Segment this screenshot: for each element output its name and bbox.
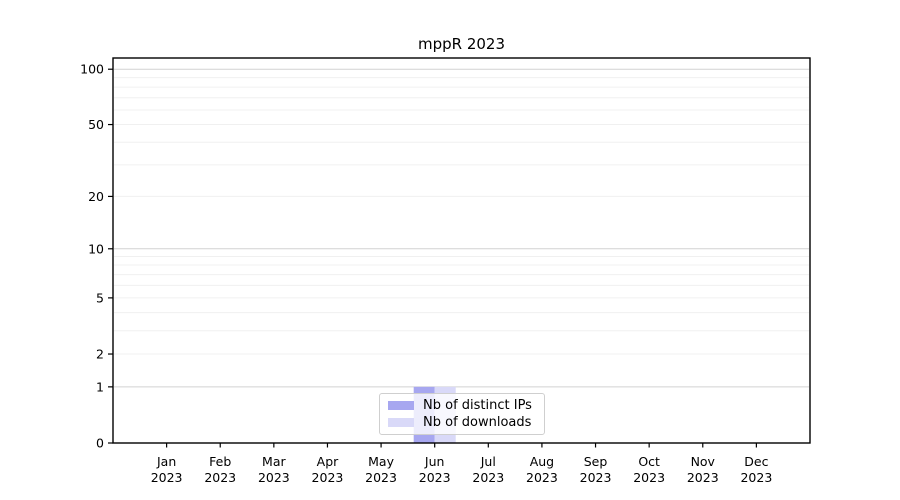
x-tick-year-jun-2023: 2023 (419, 470, 451, 485)
x-tick-label-sep-2023: Sep (584, 454, 608, 469)
x-tick-label-aug-2023: Aug (530, 454, 554, 469)
chart-title: mppR 2023 (417, 35, 506, 53)
x-tick-year-dec-2023: 2023 (740, 470, 772, 485)
legend: Nb of distinct IPs Nb of downloads (379, 393, 545, 435)
plot-spines (112, 57, 811, 444)
x-tick-label-apr-2023: Apr (317, 454, 339, 469)
x-tick-label-feb-2023: Feb (209, 454, 231, 469)
legend-swatch-downloads (388, 418, 414, 427)
x-tick-year-apr-2023: 2023 (312, 470, 344, 485)
x-tick-label-oct-2023: Oct (638, 454, 660, 469)
legend-item-distinct-ips: Nb of distinct IPs (388, 398, 535, 413)
x-tick-label-may-2023: May (368, 454, 394, 469)
legend-label-distinct-ips: Nb of distinct IPs (423, 398, 532, 413)
x-tick-label-jul-2023: Jul (480, 454, 496, 469)
x-tick-year-sep-2023: 2023 (580, 470, 612, 485)
legend-swatch-distinct-ips (388, 401, 414, 410)
x-tick-year-feb-2023: 2023 (204, 470, 236, 485)
y-tick-label-0: 0 (96, 436, 104, 451)
x-tick-label-jun-2023: Jun (424, 454, 445, 469)
x-tick-label-nov-2023: Nov (691, 454, 716, 469)
y-tick-label-20: 20 (88, 189, 104, 204)
y-tick-label-1: 1 (96, 379, 104, 394)
y-tick-label-10: 10 (88, 241, 104, 256)
x-tick-year-oct-2023: 2023 (633, 470, 665, 485)
legend-label-downloads: Nb of downloads (423, 415, 532, 430)
y-tick-label-100: 100 (80, 62, 104, 77)
y-tick-label-2: 2 (96, 347, 104, 362)
x-tick-label-mar-2023: Mar (262, 454, 286, 469)
x-tick-year-mar-2023: 2023 (258, 470, 290, 485)
y-tick-label-50: 50 (88, 117, 104, 132)
x-tick-year-jan-2023: 2023 (151, 470, 183, 485)
y-tick-label-5: 5 (96, 290, 104, 305)
x-tick-year-jul-2023: 2023 (472, 470, 504, 485)
x-tick-label-dec-2023: Dec (744, 454, 768, 469)
x-tick-year-may-2023: 2023 (365, 470, 397, 485)
x-tick-label-jan-2023: Jan (156, 454, 176, 469)
x-tick-year-aug-2023: 2023 (526, 470, 558, 485)
legend-item-downloads: Nb of downloads (388, 415, 535, 430)
x-tick-year-nov-2023: 2023 (687, 470, 719, 485)
